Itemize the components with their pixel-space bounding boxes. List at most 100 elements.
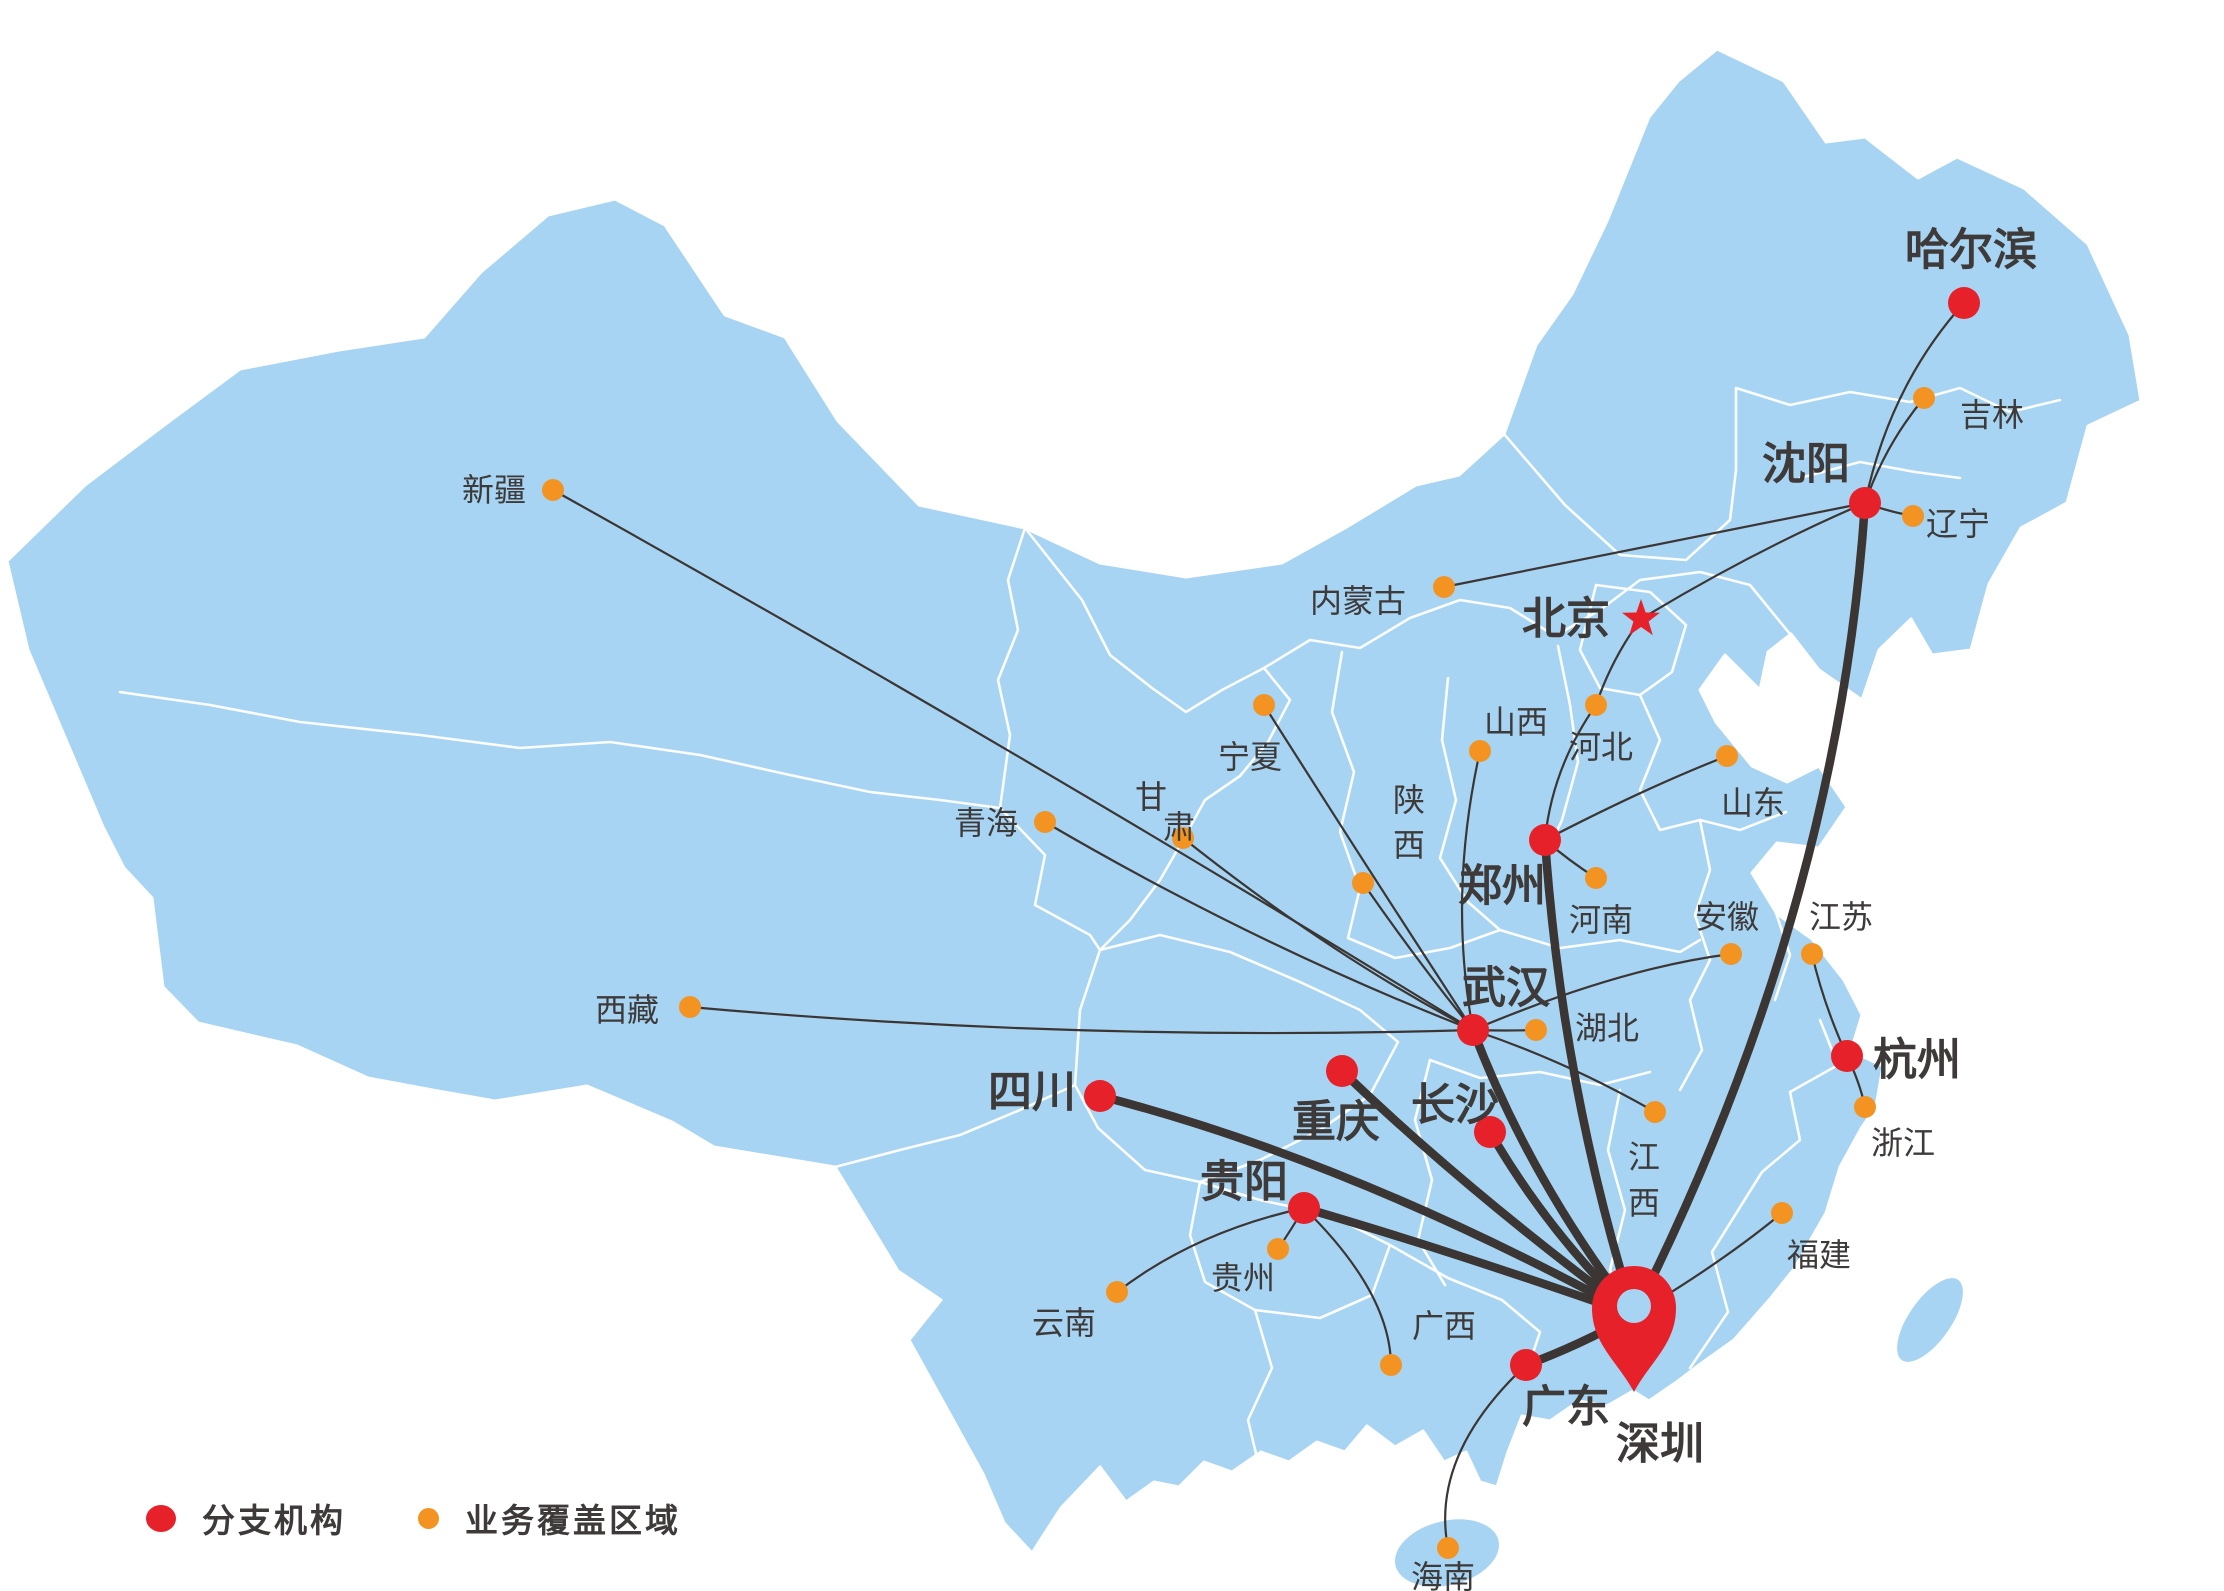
coverage-dot-shanxi: [1469, 740, 1491, 762]
label-chongqing: 重庆: [1292, 1097, 1380, 1148]
coverage-dot-hubei: [1525, 1019, 1547, 1041]
coverage-dot-xinjiang: [542, 479, 564, 501]
label-jiangxi: 江西: [1628, 1138, 1660, 1222]
label-xizang: 西藏: [595, 991, 659, 1029]
label-sichuan: 四川: [988, 1067, 1076, 1118]
coverage-dot-guangxi: [1380, 1354, 1402, 1376]
legend: 分支机构 业务覆盖区域: [146, 1494, 681, 1542]
link-zhengzhou-shandong: [1543, 754, 1729, 842]
label-liaoning: 辽宁: [1926, 505, 1990, 543]
coverage-dot-ningxia: [1253, 694, 1275, 716]
china-mainland-shape: [5, 47, 2143, 1555]
coverage-dot-shandong: [1716, 745, 1738, 767]
label-guizhou: 贵州: [1211, 1259, 1275, 1297]
label-shandong: 山东: [1721, 784, 1785, 822]
coverage-dot-shaanxi: [1352, 872, 1374, 894]
branch-dot-hangzhou: [1831, 1040, 1863, 1072]
label-jiangsu: 江苏: [1809, 898, 1873, 936]
label-neimenggu: 内蒙古: [1310, 582, 1406, 620]
label-henan: 河南: [1569, 901, 1633, 939]
link-shenzhen-shenyang: [1629, 498, 1870, 1320]
coverage-dot-jiangxi: [1644, 1101, 1666, 1123]
coverage-dot-yunnan: [1106, 1281, 1128, 1303]
link-wuhan-jiangxi: [1471, 1028, 1657, 1114]
coverage-dot-gansu: [1172, 827, 1194, 849]
coverage-dot-fujian: [1771, 1202, 1793, 1224]
link-wuhan-gansu: [1181, 836, 1475, 1032]
label-guiyang: 贵阳: [1200, 1157, 1288, 1208]
label-guangdong: 广东: [1522, 1382, 1610, 1433]
label-shenyang: 沈阳: [1762, 439, 1850, 490]
coverage-dot-neimenggu: [1433, 576, 1455, 598]
label-fujian: 福建: [1787, 1236, 1851, 1274]
label-shenzhen: 深圳: [1616, 1419, 1704, 1470]
label-hainan: 海南: [1411, 1558, 1475, 1591]
link-shenzhen-sichuan: [1095, 1091, 1639, 1320]
label-guangxi: 广西: [1412, 1307, 1476, 1345]
coverage-dot-icon: [418, 1507, 439, 1529]
link-wuhan-anhui: [1471, 952, 1733, 1032]
city-dots: [542, 287, 1980, 1559]
coverage-dot-qinghai: [1034, 811, 1056, 833]
link-shenzhen-zhengzhou: [1540, 835, 1639, 1320]
link-guiyang-yunnan: [1115, 1206, 1306, 1294]
label-jilin: 吉林: [1960, 396, 2024, 434]
branch-dot-icon: [146, 1504, 176, 1532]
coverage-dot-hainan: [1437, 1537, 1459, 1559]
shenzhen-pin: [1592, 1266, 1676, 1392]
link-shenyang-neimenggu: [1442, 501, 1867, 589]
legend-coverage-label: 业务覆盖区域: [465, 1501, 681, 1540]
branch-dot-guangdong: [1510, 1349, 1542, 1381]
legend-coverage: 业务覆盖区域: [418, 1494, 681, 1542]
branch-dot-chongqing: [1326, 1055, 1358, 1087]
coverage-dot-anhui: [1720, 943, 1742, 965]
legend-branch-label: 分支机构: [202, 1501, 346, 1540]
label-beijing: 北京: [1522, 594, 1610, 645]
link-zhengzhou-hebei: [1543, 703, 1598, 842]
link-wuhan-ningxia: [1262, 703, 1475, 1032]
branch-dot-wuhan: [1457, 1014, 1489, 1046]
label-xinjiang: 新疆: [462, 471, 526, 509]
label-haerbin: 哈尔滨: [1905, 225, 2037, 276]
link-wuhan-xinjiang: [551, 488, 1475, 1032]
taiwan-island-shape: [1895, 1276, 1965, 1364]
link-wuhan-shanxi: [1460, 749, 1482, 1032]
branch-dot-changsha: [1474, 1116, 1506, 1148]
label-anhui: 安徽: [1695, 898, 1759, 936]
label-zhengzhou: 郑州: [1458, 861, 1546, 912]
label-yunnan: 云南: [1032, 1304, 1096, 1342]
label-hubei: 湖北: [1575, 1009, 1639, 1047]
label-shaanxi: 陕西: [1393, 781, 1425, 864]
coverage-dot-zhejiang: [1854, 1096, 1876, 1118]
label-qinghai: 青海: [954, 804, 1018, 842]
link-guangdong-hainan: [1444, 1363, 1528, 1550]
label-zhejiang: 浙江: [1871, 1124, 1935, 1162]
branch-dot-sichuan: [1084, 1080, 1116, 1112]
coverage-dot-jiangsu: [1801, 943, 1823, 965]
link-wuhan-qinghai: [1043, 820, 1475, 1032]
label-gansu: 甘肃: [1135, 778, 1195, 846]
coverage-dot-liaoning: [1902, 505, 1924, 527]
label-changsha: 长沙: [1411, 1080, 1499, 1131]
label-hangzhou: 杭州: [1873, 1035, 1961, 1086]
link-shenzhen-chongqing: [1337, 1066, 1639, 1320]
legend-branch: 分支机构: [146, 1494, 346, 1542]
link-wuhan-shaanxi: [1361, 881, 1475, 1032]
link-shenzhen-guiyang: [1299, 1203, 1639, 1320]
beijing-star-icon: [1622, 599, 1660, 636]
link-wuhan-xizang: [688, 1005, 1475, 1035]
coverage-dot-xizang: [679, 996, 701, 1018]
link-guiyang-guangxi: [1302, 1206, 1393, 1367]
label-wuhan: 武汉: [1462, 963, 1551, 1014]
link-shenyang-haerbin: [1863, 301, 1966, 505]
coverage-dot-henan: [1585, 867, 1607, 889]
province-borders: [118, 386, 2062, 1464]
link-shenyang-beijing: [1639, 501, 1867, 621]
coverage-dot-guizhou: [1267, 1238, 1289, 1260]
label-hebei: 河北: [1569, 728, 1633, 766]
branch-dot-haerbin: [1948, 287, 1980, 319]
coverage-dot-hebei: [1585, 694, 1607, 716]
branch-dot-zhengzhou: [1529, 824, 1561, 856]
